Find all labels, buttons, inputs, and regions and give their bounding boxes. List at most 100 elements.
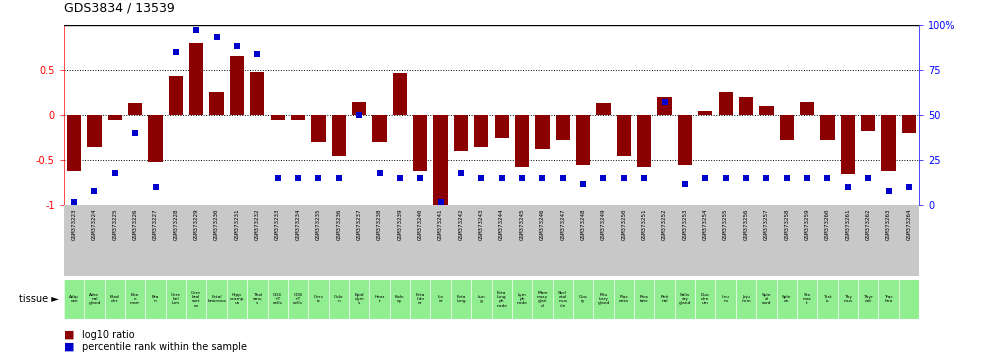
Text: GSM373252: GSM373252 [663,209,667,240]
Point [738,176,754,181]
Point [535,176,550,181]
Text: CD8
+T
cells: CD8 +T cells [293,293,303,306]
Text: GSM373238: GSM373238 [377,209,382,240]
Text: ■: ■ [64,330,75,339]
Point [372,170,387,176]
Text: GSM373231: GSM373231 [235,209,240,240]
Text: GSM373237: GSM373237 [357,209,362,240]
Bar [882,115,896,171]
Text: GDS3834 / 13539: GDS3834 / 13539 [64,1,175,14]
Bar [759,106,774,115]
Bar [189,43,203,115]
Point [351,112,367,118]
Point [413,176,429,181]
Text: GSM373240: GSM373240 [418,209,423,240]
Text: GSM373263: GSM373263 [886,209,891,240]
Text: GSM373249: GSM373249 [601,209,606,240]
Text: GSM373229: GSM373229 [194,209,199,240]
Point [147,184,163,190]
Bar [291,115,305,120]
Text: Pitu
itary
gland: Pitu itary gland [598,293,609,306]
Bar [87,115,101,147]
Text: percentile rank within the sample: percentile rank within the sample [82,342,247,352]
Text: Fetal
brainoca: Fetal brainoca [207,295,226,303]
Text: Blad
der: Blad der [110,295,120,303]
Text: Feta
lung
ph
node: Feta lung ph node [496,291,507,308]
Bar [536,115,549,149]
Bar [434,115,447,205]
Point [433,199,448,205]
Text: GSM373235: GSM373235 [316,209,320,240]
Bar [616,115,631,156]
Bar [840,115,855,174]
Bar [637,115,652,167]
Point [453,170,469,176]
Text: Duo
den
um: Duo den um [701,293,710,306]
Text: GSM373234: GSM373234 [296,209,301,240]
Point [331,176,347,181]
Text: Colo
n: Colo n [334,295,343,303]
Text: GSM373262: GSM373262 [866,209,871,240]
Point [779,176,794,181]
Point [87,188,102,194]
Text: GSM373223: GSM373223 [72,209,77,240]
Text: GSM373259: GSM373259 [805,209,810,240]
Point [901,184,917,190]
Bar [800,102,814,115]
Point [269,176,285,181]
Text: Reti
nal: Reti nal [661,295,668,303]
Bar [474,115,489,147]
Text: Jeju
num: Jeju num [741,295,751,303]
Bar [148,115,162,162]
Text: Thy
mus: Thy mus [843,295,852,303]
Text: GSM373261: GSM373261 [845,209,850,240]
Point [718,176,733,181]
Text: GSM373260: GSM373260 [825,209,830,240]
Text: CD4
+T
cells: CD4 +T cells [272,293,283,306]
Point [616,176,632,181]
Bar [515,115,529,167]
Text: Mam
mary
glan
d: Mam mary glan d [537,291,548,308]
Text: GSM373255: GSM373255 [723,209,728,240]
Text: GSM373230: GSM373230 [214,209,219,240]
Bar [698,110,713,115]
Bar [597,103,610,115]
Bar [209,92,224,115]
Text: GSM373257: GSM373257 [764,209,769,240]
Text: GSM373232: GSM373232 [255,209,260,240]
Text: GSM373227: GSM373227 [153,209,158,240]
Text: GSM373254: GSM373254 [703,209,708,240]
Text: GSM373239: GSM373239 [397,209,402,240]
Point [107,170,123,176]
Text: Hipp
ocamp
us: Hipp ocamp us [230,293,244,306]
Point [208,35,224,40]
Bar [861,115,875,131]
Bar [454,115,468,151]
Text: GSM373258: GSM373258 [784,209,789,240]
Text: GSM373228: GSM373228 [173,209,178,240]
Point [493,176,509,181]
Text: Cere
bel
lum: Cere bel lum [171,293,181,306]
Bar [251,72,264,115]
Point [290,176,306,181]
Text: GSM373250: GSM373250 [621,209,626,240]
Bar [312,115,325,142]
Text: Liv
er: Liv er [437,295,443,303]
Point [657,99,672,105]
Bar [678,115,692,165]
Text: GSM373241: GSM373241 [438,209,443,240]
Text: GSM373264: GSM373264 [906,209,911,240]
Text: Spin
al
cord: Spin al cord [762,293,771,306]
Point [66,199,82,205]
Text: Thyr
oid: Thyr oid [863,295,873,303]
Text: Adip
ose: Adip ose [69,295,79,303]
Text: Test
is: Test is [823,295,832,303]
Bar [393,73,407,115]
Point [636,176,652,181]
Text: GSM373236: GSM373236 [336,209,341,240]
Bar [494,115,509,138]
Text: log10 ratio: log10 ratio [82,330,135,339]
Text: Epid
dym
s: Epid dym s [354,293,364,306]
Text: GSM373225: GSM373225 [112,209,117,240]
Text: Lym
ph
node: Lym ph node [516,293,528,306]
